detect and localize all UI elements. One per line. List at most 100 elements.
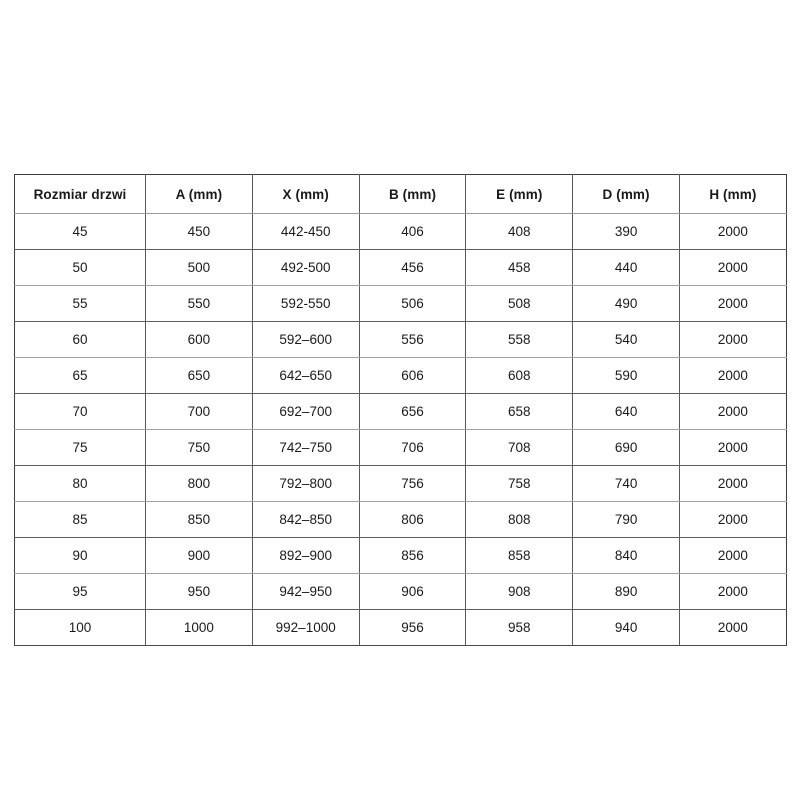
cell-value: 550 xyxy=(145,285,253,322)
table-row: 70 700 692–700 656 658 640 2000 xyxy=(14,393,787,430)
cell-value: 942–950 xyxy=(251,573,360,610)
cell-value: 858 xyxy=(465,537,574,574)
cell-value: 500 xyxy=(145,249,253,286)
cell-value: 690 xyxy=(572,429,680,466)
table-row: 50 500 492-500 456 458 440 2000 xyxy=(14,249,787,286)
cell-door-size: 95 xyxy=(14,573,146,610)
cell-value: 900 xyxy=(145,537,253,574)
table-row: 80 800 792–800 756 758 740 2000 xyxy=(14,465,787,502)
cell-value: 806 xyxy=(358,501,467,538)
cell-door-size: 50 xyxy=(14,249,146,286)
cell-value: 406 xyxy=(358,213,467,250)
cell-value: 850 xyxy=(145,501,253,538)
cell-value: 390 xyxy=(572,213,680,250)
cell-door-size: 85 xyxy=(14,501,146,538)
table-row: 75 750 742–750 706 708 690 2000 xyxy=(14,429,787,466)
cell-value: 442-450 xyxy=(251,213,360,250)
door-size-spec-table: Rozmiar drzwi A (mm) X (mm) B (mm) E (mm) D (… xyxy=(14,174,787,646)
table-row: 60 600 592–600 556 558 540 2000 xyxy=(14,321,787,358)
cell-door-size: 90 xyxy=(14,537,146,574)
cell-value: 450 xyxy=(145,213,253,250)
cell-value: 708 xyxy=(465,429,574,466)
cell-value: 908 xyxy=(465,573,574,610)
cell-value: 992–1000 xyxy=(251,609,360,646)
cell-value: 740 xyxy=(572,465,680,502)
cell-value: 840 xyxy=(572,537,680,574)
cell-value: 642–650 xyxy=(251,357,360,394)
cell-door-size: 45 xyxy=(14,213,146,250)
cell-value: 2000 xyxy=(678,609,787,646)
cell-value: 590 xyxy=(572,357,680,394)
cell-door-size: 75 xyxy=(14,429,146,466)
cell-value: 640 xyxy=(572,393,680,430)
column-header-3: B (mm) xyxy=(358,174,467,214)
cell-door-size: 70 xyxy=(14,393,146,430)
cell-value: 600 xyxy=(145,321,253,358)
cell-value: 592–600 xyxy=(251,321,360,358)
cell-door-size: 65 xyxy=(14,357,146,394)
cell-value: 2000 xyxy=(678,249,787,286)
cell-value: 2000 xyxy=(678,357,787,394)
cell-value: 490 xyxy=(572,285,680,322)
table-row: 100 1000 992–1000 956 958 940 2000 xyxy=(14,609,787,646)
cell-value: 800 xyxy=(145,465,253,502)
cell-value: 792–800 xyxy=(251,465,360,502)
cell-value: 2000 xyxy=(678,465,787,502)
table-row: 45 450 442-450 406 408 390 2000 xyxy=(14,213,787,250)
column-header-1: A (mm) xyxy=(145,174,253,214)
cell-value: 950 xyxy=(145,573,253,610)
table-row: 90 900 892–900 856 858 840 2000 xyxy=(14,537,787,574)
cell-value: 492-500 xyxy=(251,249,360,286)
table-body: 45 450 442-450 406 408 390 2000 50 500 492-500 456… xyxy=(14,213,787,646)
cell-value: 650 xyxy=(145,357,253,394)
cell-value: 742–750 xyxy=(251,429,360,466)
cell-value: 958 xyxy=(465,609,574,646)
table-row: 95 950 942–950 906 908 890 2000 xyxy=(14,573,787,610)
cell-value: 408 xyxy=(465,213,574,250)
cell-value: 940 xyxy=(572,609,680,646)
cell-value: 692–700 xyxy=(251,393,360,430)
cell-value: 656 xyxy=(358,393,467,430)
cell-value: 506 xyxy=(358,285,467,322)
cell-value: 592-550 xyxy=(251,285,360,322)
cell-value: 790 xyxy=(572,501,680,538)
column-header-0: Rozmiar drzwi xyxy=(14,174,146,214)
cell-value: 2000 xyxy=(678,429,787,466)
cell-value: 556 xyxy=(358,321,467,358)
door-size-spec-table-container: Rozmiar drzwi A (mm) X (mm) B (mm) E (mm) D (… xyxy=(14,174,787,646)
table-row: 55 550 592-550 506 508 490 2000 xyxy=(14,285,787,322)
cell-value: 756 xyxy=(358,465,467,502)
cell-value: 440 xyxy=(572,249,680,286)
cell-door-size: 60 xyxy=(14,321,146,358)
cell-value: 842–850 xyxy=(251,501,360,538)
cell-value: 508 xyxy=(465,285,574,322)
column-header-2: X (mm) xyxy=(251,174,360,214)
table-row: 85 850 842–850 806 808 790 2000 xyxy=(14,501,787,538)
cell-value: 758 xyxy=(465,465,574,502)
cell-value: 608 xyxy=(465,357,574,394)
cell-value: 700 xyxy=(145,393,253,430)
cell-value: 2000 xyxy=(678,321,787,358)
cell-door-size: 80 xyxy=(14,465,146,502)
cell-value: 892–900 xyxy=(251,537,360,574)
table-header-row: Rozmiar drzwi A (mm) X (mm) B (mm) E (mm) D (… xyxy=(14,174,787,214)
cell-value: 808 xyxy=(465,501,574,538)
cell-value: 540 xyxy=(572,321,680,358)
column-header-6: H (mm) xyxy=(678,174,787,214)
cell-door-size: 55 xyxy=(14,285,146,322)
cell-value: 906 xyxy=(358,573,467,610)
cell-value: 456 xyxy=(358,249,467,286)
cell-value: 956 xyxy=(358,609,467,646)
cell-value: 658 xyxy=(465,393,574,430)
column-header-5: D (mm) xyxy=(572,174,680,214)
cell-value: 2000 xyxy=(678,573,787,610)
cell-value: 558 xyxy=(465,321,574,358)
cell-value: 606 xyxy=(358,357,467,394)
column-header-4: E (mm) xyxy=(465,174,574,214)
cell-value: 2000 xyxy=(678,285,787,322)
cell-value: 458 xyxy=(465,249,574,286)
cell-value: 2000 xyxy=(678,501,787,538)
cell-value: 1000 xyxy=(145,609,253,646)
cell-value: 706 xyxy=(358,429,467,466)
cell-value: 856 xyxy=(358,537,467,574)
